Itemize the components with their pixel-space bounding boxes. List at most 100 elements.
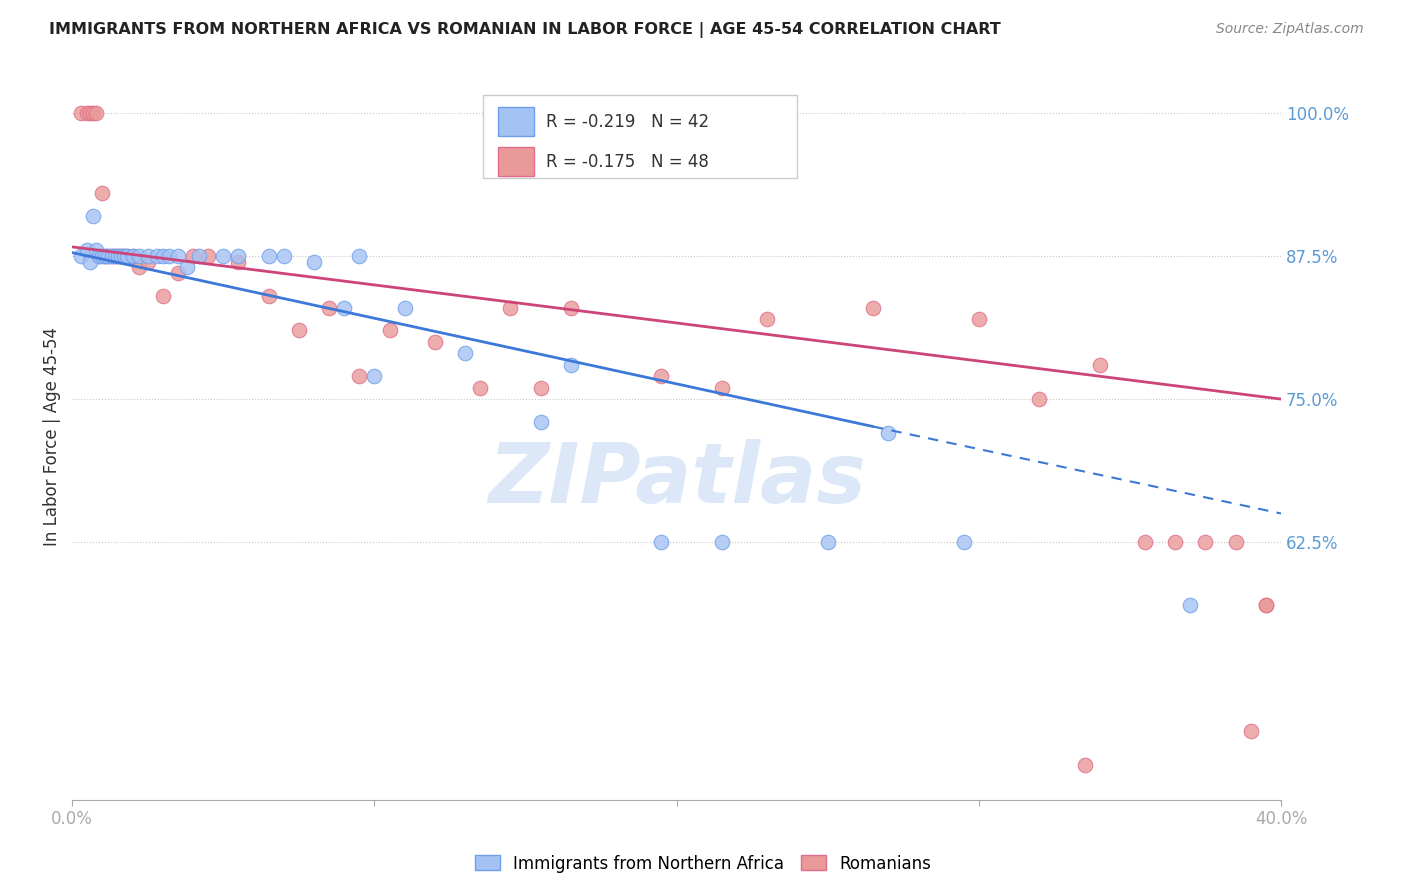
Point — [1133, 535, 1156, 549]
Point — [107, 249, 129, 263]
Point — [288, 323, 311, 337]
Point — [89, 249, 111, 263]
Point — [79, 106, 101, 120]
Point — [1088, 358, 1111, 372]
Point — [1240, 723, 1263, 738]
Point — [103, 249, 125, 263]
Point — [79, 254, 101, 268]
Point — [128, 249, 150, 263]
Point — [112, 249, 135, 263]
Point — [197, 249, 219, 263]
Point — [91, 249, 114, 263]
Point — [157, 249, 180, 263]
Point — [349, 249, 371, 263]
Point — [107, 249, 129, 263]
Point — [97, 249, 120, 263]
Point — [378, 323, 401, 337]
Point — [152, 289, 174, 303]
Point — [76, 106, 98, 120]
Point — [560, 301, 582, 315]
Point — [273, 249, 295, 263]
Point — [967, 312, 990, 326]
Point — [121, 249, 143, 263]
Point — [115, 249, 138, 263]
Text: ZIPatlas: ZIPatlas — [488, 440, 866, 520]
Point — [121, 249, 143, 263]
Point — [394, 301, 416, 315]
Text: Source: ZipAtlas.com: Source: ZipAtlas.com — [1216, 22, 1364, 37]
Point — [650, 535, 672, 549]
Point — [103, 249, 125, 263]
Point — [91, 186, 114, 200]
Point — [877, 426, 900, 441]
Point — [710, 535, 733, 549]
Point — [70, 106, 93, 120]
Point — [302, 254, 325, 268]
Y-axis label: In Labor Force | Age 45-54: In Labor Force | Age 45-54 — [44, 326, 60, 546]
Legend: Immigrants from Northern Africa, Romanians: Immigrants from Northern Africa, Romania… — [468, 848, 938, 880]
Point — [1073, 758, 1095, 772]
FancyBboxPatch shape — [498, 147, 534, 176]
Point — [112, 249, 135, 263]
Point — [110, 249, 132, 263]
Point — [136, 249, 159, 263]
Point — [363, 369, 385, 384]
Point — [97, 249, 120, 263]
Point — [167, 249, 190, 263]
Point — [89, 249, 111, 263]
Point — [228, 254, 250, 268]
Point — [952, 535, 974, 549]
Point — [76, 244, 98, 258]
Point — [128, 260, 150, 275]
Point — [86, 244, 108, 258]
Point — [228, 249, 250, 263]
Point — [454, 346, 477, 360]
Point — [212, 249, 235, 263]
Point — [152, 249, 174, 263]
Point — [423, 334, 446, 349]
Point — [82, 106, 104, 120]
Point — [82, 209, 104, 223]
Point — [257, 249, 280, 263]
Text: IMMIGRANTS FROM NORTHERN AFRICA VS ROMANIAN IN LABOR FORCE | AGE 45-54 CORRELATI: IMMIGRANTS FROM NORTHERN AFRICA VS ROMAN… — [49, 22, 1001, 38]
Point — [100, 249, 122, 263]
Point — [176, 260, 198, 275]
Point — [530, 381, 553, 395]
Point — [499, 301, 522, 315]
Point — [318, 301, 340, 315]
Point — [333, 301, 356, 315]
FancyBboxPatch shape — [498, 107, 534, 136]
Point — [1225, 535, 1247, 549]
Point — [136, 254, 159, 268]
Point — [650, 369, 672, 384]
Point — [257, 289, 280, 303]
Point — [181, 249, 204, 263]
Point — [86, 106, 108, 120]
Point — [167, 266, 190, 280]
Point — [530, 415, 553, 429]
Point — [100, 249, 122, 263]
Text: R = -0.219   N = 42: R = -0.219 N = 42 — [546, 112, 709, 130]
Point — [1194, 535, 1216, 549]
Point — [146, 249, 169, 263]
Point — [94, 249, 117, 263]
Point — [470, 381, 492, 395]
Point — [1028, 392, 1050, 406]
FancyBboxPatch shape — [484, 95, 797, 178]
Point — [817, 535, 839, 549]
Point — [1164, 535, 1187, 549]
Point — [94, 249, 117, 263]
Point — [70, 249, 93, 263]
Point — [1180, 598, 1202, 612]
Point — [115, 249, 138, 263]
Point — [560, 358, 582, 372]
Point — [1254, 598, 1277, 612]
Point — [188, 249, 211, 263]
Point — [1254, 598, 1277, 612]
Point — [349, 369, 371, 384]
Point — [862, 301, 884, 315]
Point — [110, 249, 132, 263]
Text: R = -0.175   N = 48: R = -0.175 N = 48 — [546, 153, 709, 170]
Point — [756, 312, 779, 326]
Point — [710, 381, 733, 395]
